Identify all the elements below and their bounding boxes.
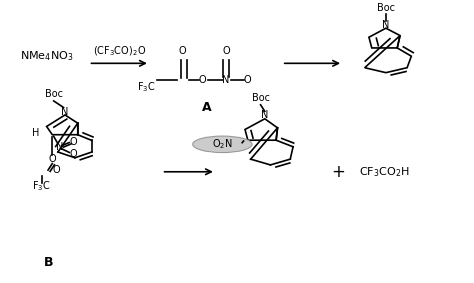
Text: +: +	[331, 163, 345, 181]
Text: N: N	[382, 20, 390, 30]
Text: Boc: Boc	[45, 89, 63, 99]
Text: Boc: Boc	[377, 3, 395, 12]
Text: CF$_3$CO$_2$H: CF$_3$CO$_2$H	[353, 165, 410, 179]
Text: O: O	[244, 75, 251, 85]
Text: B: B	[44, 256, 53, 269]
Text: NMe$_4$NO$_3$: NMe$_4$NO$_3$	[20, 50, 74, 63]
Text: O: O	[199, 75, 206, 85]
Text: O: O	[70, 137, 77, 147]
Text: O: O	[53, 165, 60, 175]
Ellipse shape	[193, 136, 252, 153]
Text: O: O	[48, 155, 56, 164]
Text: F$_3$C: F$_3$C	[32, 179, 50, 193]
Text: N: N	[261, 110, 268, 121]
Text: O$_2$N: O$_2$N	[212, 138, 233, 151]
Text: N: N	[222, 75, 230, 85]
Text: (CF$_3$CO)$_2$O: (CF$_3$CO)$_2$O	[92, 44, 146, 58]
Text: O: O	[222, 46, 230, 56]
Text: Boc: Boc	[252, 93, 270, 103]
Text: A: A	[202, 101, 212, 114]
Text: O: O	[70, 149, 77, 159]
Text: O: O	[179, 46, 187, 56]
Text: N: N	[61, 107, 69, 117]
Text: H: H	[32, 128, 39, 138]
Text: N: N	[55, 142, 63, 152]
Text: F$_3$C: F$_3$C	[137, 81, 156, 95]
